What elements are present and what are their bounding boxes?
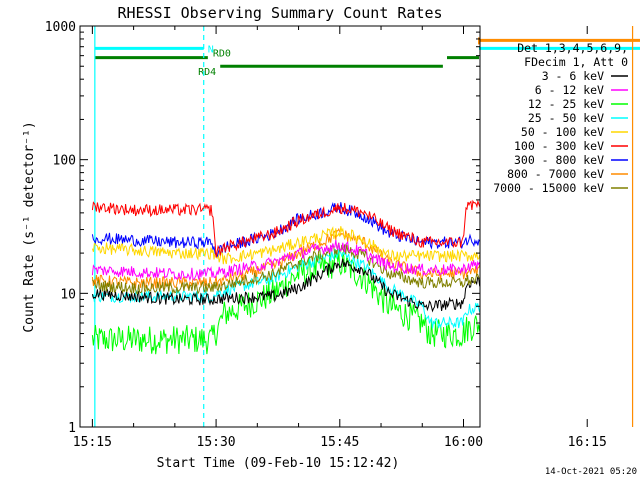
legend-label: 7000 - 15000 keV [493, 181, 604, 195]
footer-date: 14-Oct-2021 05:20 [545, 467, 637, 477]
state-bars: NRD0RD4S [94, 37, 640, 78]
series-line-3-6-kev [91, 258, 481, 313]
x-tick-label: 15:30 [197, 435, 236, 450]
y-tick-label: 1000 [45, 20, 76, 35]
x-tick-label: 15:45 [320, 435, 359, 450]
legend-label: 800 - 7000 keV [507, 167, 604, 181]
series-line-6-12-kev [91, 240, 481, 282]
y-axis-label: Count Rate (s⁻¹ detector⁻¹) [22, 121, 37, 332]
series-line-12-25-kev [91, 250, 481, 355]
state-bar-label: RD4 [198, 67, 216, 78]
legend-label: 50 - 100 keV [521, 125, 604, 139]
legend-label: 100 - 300 keV [514, 139, 604, 153]
x-tick-label: 15:15 [73, 435, 112, 450]
legend-label: 12 - 25 keV [528, 97, 604, 111]
legend-label: 300 - 800 keV [514, 153, 604, 167]
series-line-800-7000-kev [91, 227, 481, 290]
vertical-markers [94, 26, 634, 427]
chart-title: RHESSI Observing Summary Count Rates [117, 4, 442, 22]
y-tick-label: 1 [68, 421, 76, 436]
series-line-50-100-kev [91, 226, 481, 265]
y-tick-label: 10 [60, 287, 76, 302]
x-axis-label: Start Time (09-Feb-10 15:12:42) [157, 456, 400, 471]
series-line-25-50-kev [91, 248, 481, 329]
y-axis: 1 10 100 1000 [45, 20, 480, 436]
legend-label: 25 - 50 keV [528, 111, 604, 125]
y-tick-label: 100 [53, 154, 76, 169]
legend: Det 1,3,4,5,6,9, FDecim 1, Att 0 3 - 6 k… [493, 41, 628, 195]
legend-header-line-1: Det 1,3,4,5,6,9, [517, 41, 628, 55]
x-tick-label: 16:15 [568, 435, 607, 450]
legend-label: 3 - 6 keV [542, 69, 604, 83]
series-line-100-300-kev [91, 199, 481, 258]
x-tick-label: 16:00 [444, 435, 483, 450]
state-bar-label: RD0 [213, 49, 231, 60]
series-line-7000-15000-kev [92, 242, 481, 295]
legend-label: 6 - 12 keV [535, 83, 604, 97]
series-layer [91, 199, 481, 355]
plot-frame [79, 25, 481, 428]
state-bar-label: N [208, 44, 214, 55]
legend-header-line-2: FDecim 1, Att 0 [524, 55, 628, 69]
